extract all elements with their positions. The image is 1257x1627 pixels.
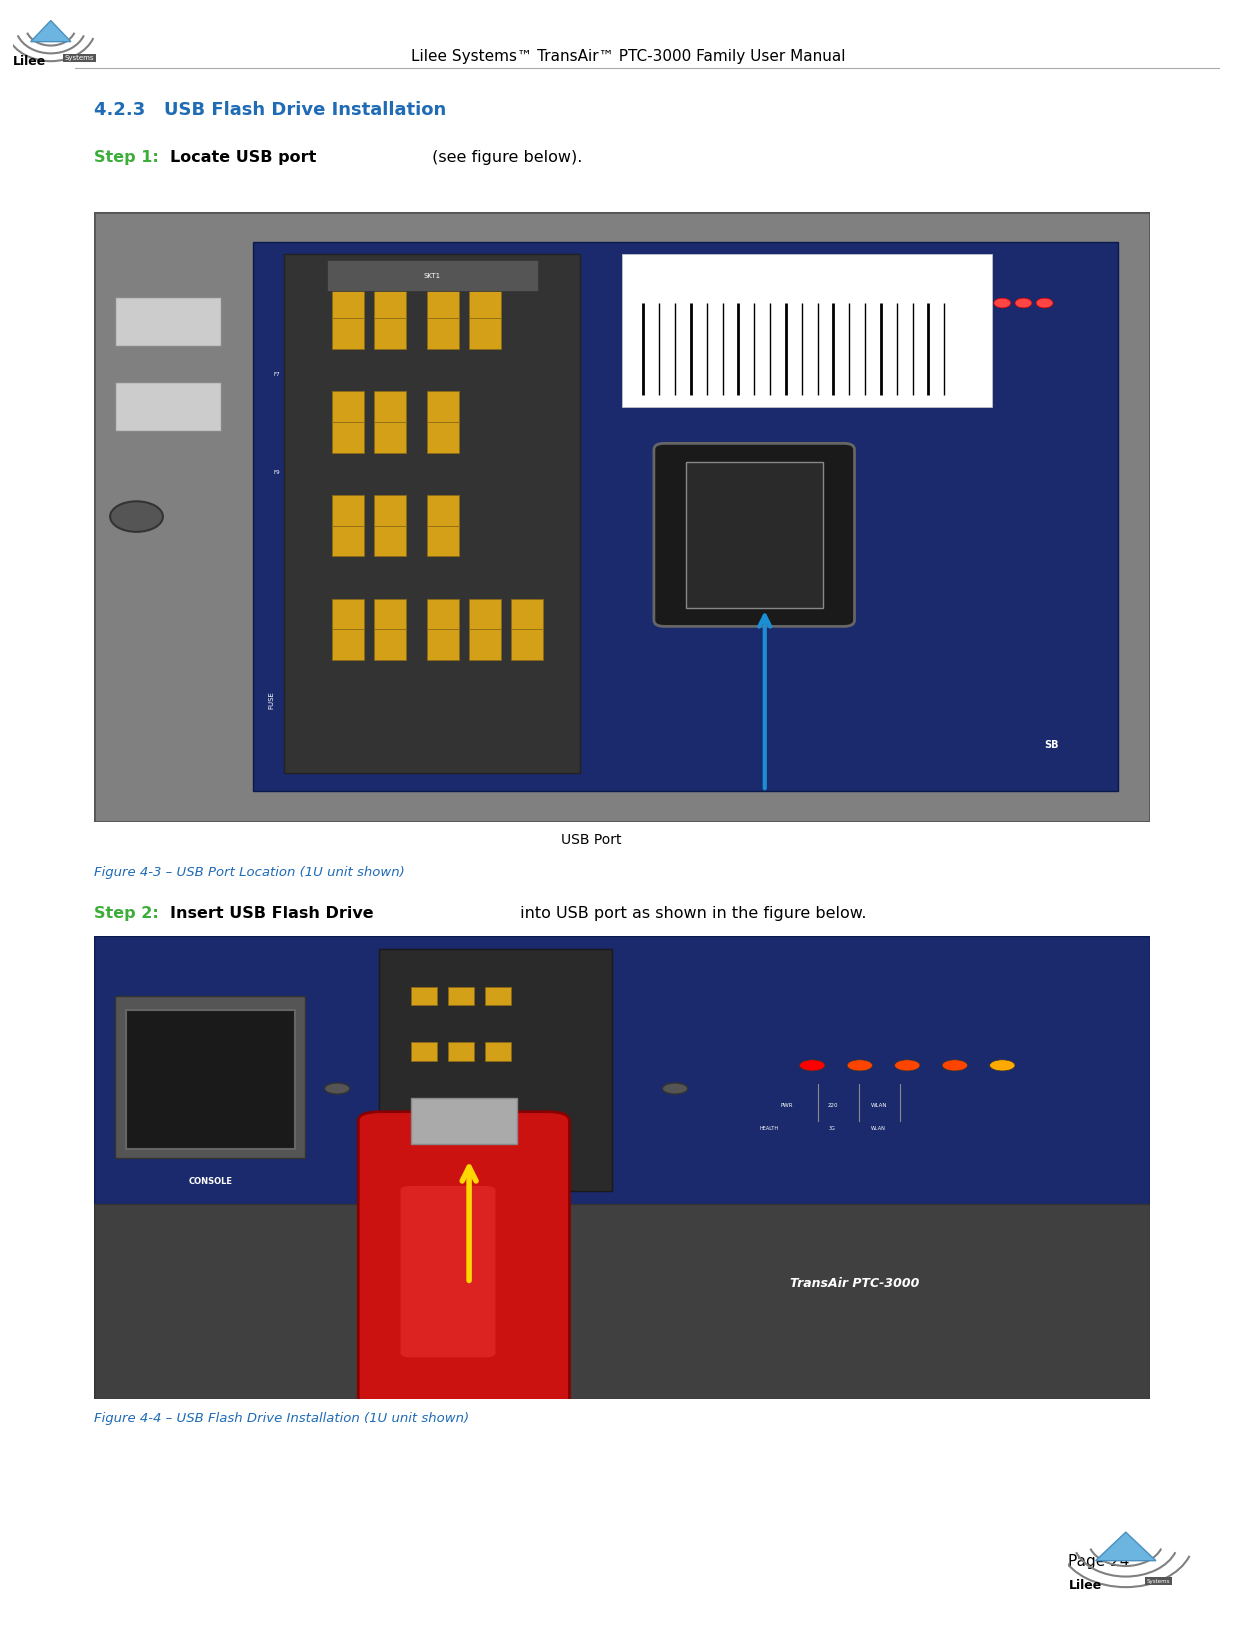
Text: HEALTH: HEALTH <box>759 1126 778 1131</box>
Text: Step 1:: Step 1: <box>94 150 160 164</box>
Bar <box>427 630 459 661</box>
Bar <box>375 526 406 556</box>
Text: Systems: Systems <box>65 55 94 60</box>
FancyBboxPatch shape <box>401 1186 495 1357</box>
Bar <box>427 599 459 630</box>
Bar <box>447 986 474 1005</box>
Circle shape <box>994 298 1011 308</box>
Circle shape <box>111 501 163 532</box>
Bar <box>622 254 992 407</box>
Circle shape <box>847 1059 872 1071</box>
Text: SB: SB <box>1045 740 1060 750</box>
Bar <box>427 495 459 526</box>
Text: USB Port: USB Port <box>561 833 621 848</box>
Bar <box>469 630 500 661</box>
Bar <box>427 421 459 452</box>
Bar <box>375 421 406 452</box>
Circle shape <box>799 1059 825 1071</box>
Text: Page 24: Page 24 <box>1068 1554 1130 1568</box>
Bar <box>375 288 406 319</box>
Bar <box>332 319 363 348</box>
Bar <box>116 298 221 347</box>
Circle shape <box>943 1059 968 1071</box>
Bar <box>375 630 406 661</box>
Text: Insert USB Flash Drive: Insert USB Flash Drive <box>170 906 373 921</box>
Bar <box>375 599 406 630</box>
Text: WLAN: WLAN <box>870 1126 885 1131</box>
Bar <box>126 1010 295 1149</box>
Bar <box>485 1098 512 1116</box>
Bar <box>332 599 363 630</box>
Bar <box>116 382 221 431</box>
Circle shape <box>662 1084 688 1093</box>
Bar <box>469 319 500 348</box>
Bar <box>116 996 305 1158</box>
Bar <box>375 392 406 421</box>
Text: into USB port as shown in the figure below.: into USB port as shown in the figure bel… <box>515 906 867 921</box>
Bar <box>512 630 543 661</box>
Bar <box>469 288 500 319</box>
Bar <box>94 1204 1150 1399</box>
Bar <box>411 1098 517 1144</box>
Bar <box>427 392 459 421</box>
Circle shape <box>895 1059 920 1071</box>
Text: F7: F7 <box>274 373 280 377</box>
Bar <box>375 495 406 526</box>
Text: TransAir PTC-3000: TransAir PTC-3000 <box>789 1277 919 1290</box>
Text: CONSOLE: CONSOLE <box>189 1176 233 1186</box>
Bar <box>485 986 512 1005</box>
Circle shape <box>1036 298 1053 308</box>
Bar <box>644 425 876 639</box>
Bar <box>512 599 543 630</box>
Text: PWR: PWR <box>781 1103 793 1108</box>
Bar <box>375 319 406 348</box>
Text: Lilee: Lilee <box>13 55 45 68</box>
Text: 4.2.3   USB Flash Drive Installation: 4.2.3 USB Flash Drive Installation <box>94 101 446 119</box>
Text: 3G: 3G <box>828 1126 835 1131</box>
Bar <box>469 599 500 630</box>
Bar <box>447 1043 474 1061</box>
Bar <box>447 1098 474 1116</box>
Text: Locate USB port: Locate USB port <box>170 150 316 164</box>
Text: F9: F9 <box>274 470 280 475</box>
Polygon shape <box>30 21 70 42</box>
Bar <box>380 950 612 1191</box>
Bar <box>411 1043 437 1061</box>
Polygon shape <box>1096 1533 1156 1560</box>
Bar <box>411 986 437 1005</box>
Bar <box>485 1043 512 1061</box>
Bar <box>332 392 363 421</box>
Circle shape <box>973 298 989 308</box>
Bar <box>253 242 1119 791</box>
Bar <box>332 526 363 556</box>
Circle shape <box>1014 298 1032 308</box>
Bar <box>685 462 823 608</box>
Bar <box>427 526 459 556</box>
Text: Figure 4-4 – USB Flash Drive Installation (1U unit shown): Figure 4-4 – USB Flash Drive Installatio… <box>94 1412 469 1425</box>
Bar <box>332 495 363 526</box>
Text: FUSE: FUSE <box>269 691 274 708</box>
Circle shape <box>989 1059 1014 1071</box>
Circle shape <box>324 1084 349 1093</box>
Text: Figure 4-3 – USB Port Location (1U unit shown): Figure 4-3 – USB Port Location (1U unit … <box>94 866 405 879</box>
Text: Lilee Systems™ TransAir™ PTC-3000 Family User Manual: Lilee Systems™ TransAir™ PTC-3000 Family… <box>411 49 846 63</box>
Bar <box>284 254 579 773</box>
Bar <box>427 319 459 348</box>
FancyBboxPatch shape <box>654 443 855 626</box>
Bar <box>427 288 459 319</box>
Bar <box>332 421 363 452</box>
Text: Step 2:: Step 2: <box>94 906 160 921</box>
Text: Lilee: Lilee <box>1068 1578 1101 1591</box>
Bar <box>332 630 363 661</box>
Text: (see figure below).: (see figure below). <box>427 150 583 164</box>
FancyBboxPatch shape <box>358 1111 569 1432</box>
Bar <box>94 936 1150 1214</box>
Text: SKT1: SKT1 <box>424 273 441 278</box>
Bar <box>332 288 363 319</box>
Text: WLAN: WLAN <box>870 1103 887 1108</box>
Text: 220: 220 <box>828 1103 838 1108</box>
Text: Systems: Systems <box>1146 1578 1170 1583</box>
Bar <box>411 1098 437 1116</box>
Bar <box>327 260 538 291</box>
